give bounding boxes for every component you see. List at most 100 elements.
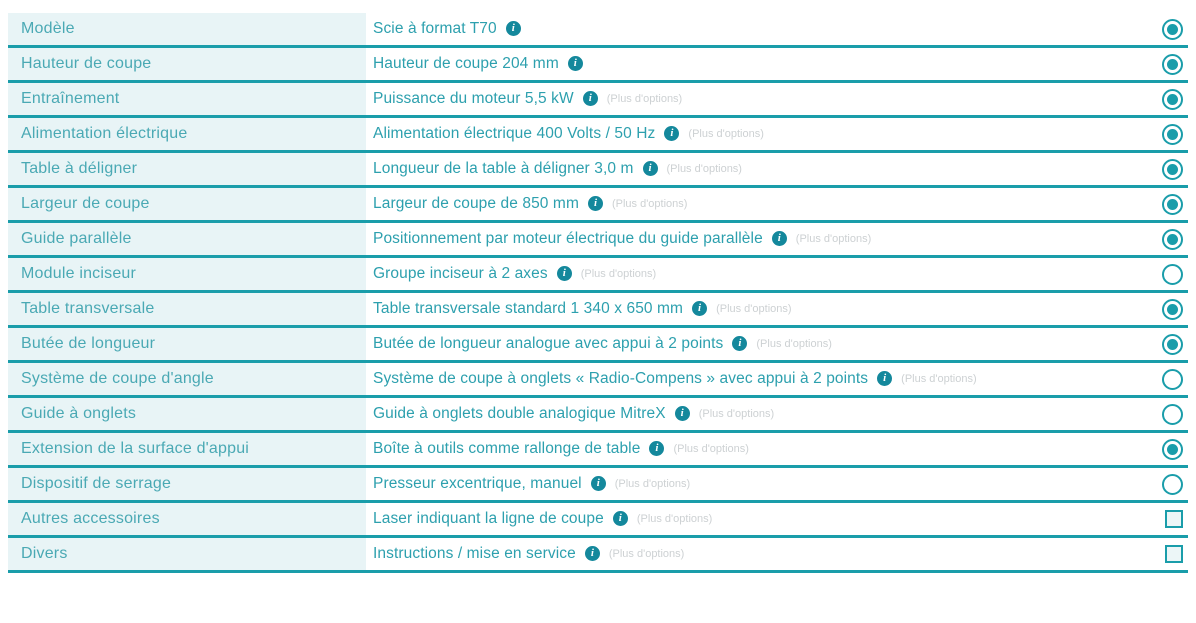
row-label-cell: Module inciseur [8,258,366,290]
config-row: Entraînement Puissance du moteur 5,5 kW … [8,83,1188,118]
more-options-link[interactable]: (Plus d'options) [716,303,792,315]
more-options-link[interactable]: (Plus d'options) [673,443,749,455]
more-options-link[interactable]: (Plus d'options) [688,128,764,140]
radio-button[interactable] [1162,333,1183,355]
config-row: Guide à onglets Guide à onglets double a… [8,398,1188,433]
radio-button[interactable] [1162,368,1183,390]
info-icon[interactable]: i [664,125,680,141]
more-options-link[interactable]: (Plus d'options) [614,478,691,490]
row-value: Instructions / mise en service [373,545,576,562]
more-options-link[interactable]: (Plus d'options) [901,373,977,385]
row-value-cell: Alimentation électrique 400 Volts / 50 H… [373,125,1162,143]
row-control-cell [1162,193,1188,215]
row-label-cell: Hauteur de coupe [8,48,366,80]
row-value: Scie à format T70 [373,20,497,37]
config-row: Divers Instructions / mise en service i … [8,538,1188,573]
row-value: Longueur de la table à déligner 3,0 m [373,160,634,177]
more-options-link[interactable]: (Plus d'options) [795,233,872,245]
config-row: Modèle Scie à format T70 i [8,13,1188,48]
radio-button[interactable] [1162,403,1183,425]
info-icon[interactable]: i [590,475,606,491]
config-row: Dispositif de serrage Presseur excentriq… [8,468,1188,503]
more-options-link[interactable]: (Plus d'options) [606,93,683,105]
row-label-cell: Alimentation électrique [8,118,366,150]
row-label-cell: Largeur de coupe [8,188,366,220]
info-icon[interactable]: i [692,300,708,316]
row-value: Groupe inciseur à 2 axes [373,265,548,282]
info-icon[interactable]: i [732,335,748,351]
row-label-cell: Guide à onglets [8,398,366,430]
config-row: Largeur de coupe Largeur de coupe de 850… [8,188,1188,223]
radio-button[interactable] [1162,438,1183,460]
more-options-link[interactable]: (Plus d'options) [698,408,775,420]
row-value: Laser indiquant la ligne de coupe [373,510,604,527]
row-value: Hauteur de coupe 204 mm [373,55,559,72]
info-icon[interactable]: i [556,265,572,281]
info-icon[interactable]: i [674,405,690,421]
row-label: Autres accessoires [21,510,160,527]
config-row: Module inciseur Groupe inciseur à 2 axes… [8,258,1188,293]
row-label: Modèle [21,20,75,37]
row-value-cell: Largeur de coupe de 850 mm i (Plus d'opt… [373,195,1162,213]
info-icon[interactable]: i [505,20,521,36]
config-row: Autres accessoires Laser indiquant la li… [8,503,1188,538]
radio-button[interactable] [1162,53,1183,75]
row-control-cell [1162,158,1188,180]
info-icon[interactable]: i [587,195,603,211]
config-row: Guide parallèle Positionnement par moteu… [8,223,1188,258]
row-label-cell: Table à déligner [8,153,366,185]
radio-button[interactable] [1162,158,1183,180]
row-value-cell: Butée de longueur analogue avec appui à … [373,335,1162,353]
row-label: Système de coupe d'angle [21,370,214,387]
row-control-cell [1162,438,1188,460]
info-icon[interactable]: i [642,160,658,176]
row-label: Hauteur de coupe [21,55,152,72]
radio-button[interactable] [1162,263,1183,285]
row-value-cell: Presseur excentrique, manuel i (Plus d'o… [373,475,1162,493]
radio-button[interactable] [1162,228,1183,250]
radio-button[interactable] [1162,473,1183,495]
info-icon[interactable]: i [612,510,628,526]
row-value-cell: Groupe inciseur à 2 axes i (Plus d'optio… [373,265,1162,283]
radio-button[interactable] [1162,123,1183,145]
radio-button[interactable] [1162,18,1183,40]
row-value-cell: Scie à format T70 i [373,20,1162,38]
checkbox[interactable] [1165,510,1183,528]
info-icon[interactable]: i [771,230,787,246]
row-control-cell [1162,333,1188,355]
row-label: Alimentation électrique [21,125,188,142]
row-value-cell: Système de coupe à onglets « Radio-Compe… [373,370,1162,388]
info-icon[interactable]: i [582,90,598,106]
row-value: Butée de longueur analogue avec appui à … [373,335,724,352]
info-icon[interactable]: i [567,55,583,71]
more-options-link[interactable]: (Plus d'options) [611,198,688,210]
row-label: Table à déligner [21,160,138,177]
more-options-link[interactable]: (Plus d'options) [756,338,832,350]
row-value-cell: Longueur de la table à déligner 3,0 m i … [373,160,1162,178]
radio-button[interactable] [1162,193,1183,215]
row-label: Dispositif de serrage [21,475,172,492]
more-options-link[interactable]: (Plus d'options) [636,513,713,525]
row-label-cell: Butée de longueur [8,328,366,360]
row-control-cell [1165,545,1188,563]
row-value-cell: Guide à onglets double analogique MitreX… [373,405,1162,423]
row-value: Positionnement par moteur électrique du … [373,230,763,247]
radio-button[interactable] [1162,88,1183,110]
config-row: Extension de la surface d'appui Boîte à … [8,433,1188,468]
info-icon[interactable]: i [877,370,893,386]
row-value-cell: Table transversale standard 1 340 x 650 … [373,300,1162,318]
row-label-cell: Extension de la surface d'appui [8,433,366,465]
more-options-link[interactable]: (Plus d'options) [580,268,657,280]
row-label: Extension de la surface d'appui [21,440,250,457]
more-options-link[interactable]: (Plus d'options) [608,548,685,560]
more-options-link[interactable]: (Plus d'options) [666,163,742,175]
row-control-cell [1162,403,1188,425]
row-control-cell [1165,510,1188,528]
info-icon[interactable]: i [584,545,600,561]
checkbox[interactable] [1165,545,1183,563]
row-value: Boîte à outils comme rallonge de table [373,440,641,457]
radio-button[interactable] [1162,298,1183,320]
config-row: Table à déligner Longueur de la table à … [8,153,1188,188]
row-label: Table transversale [21,300,155,317]
info-icon[interactable]: i [649,440,665,456]
